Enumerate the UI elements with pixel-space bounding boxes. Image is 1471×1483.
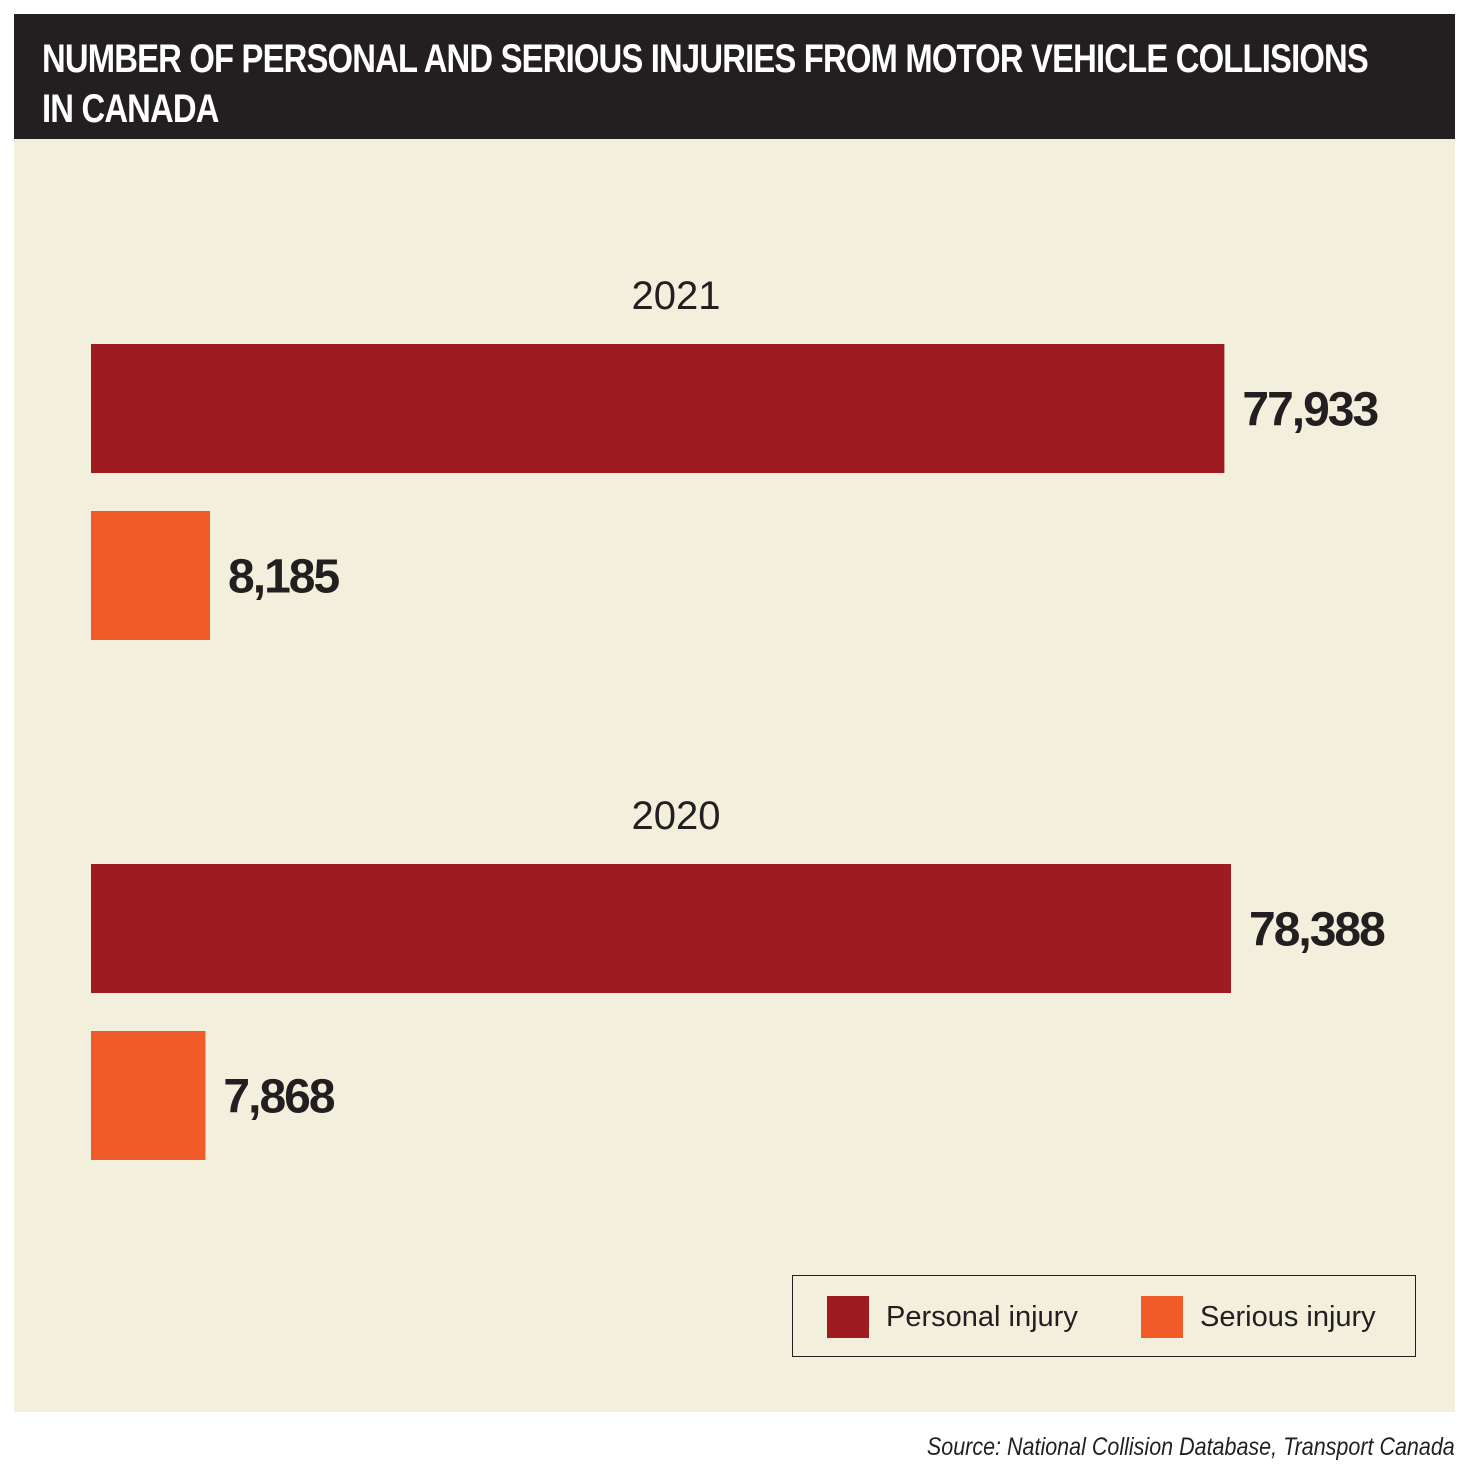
category-label-2021: 2021 xyxy=(632,274,721,318)
legend: Personal injury Serious injury xyxy=(792,1275,1416,1357)
value-label-personal-2020: 78,388 xyxy=(1249,904,1385,957)
bar-serious-2021 xyxy=(91,511,211,640)
chart-panel: 2021 77,933 8,185 2020 78,388 7,868 Personal … xyxy=(14,139,1455,1412)
bar-personal-2021 xyxy=(91,344,1225,473)
source-note: Source: National Collision Database, Tra… xyxy=(927,1433,1455,1461)
legend-swatch-personal xyxy=(827,1296,869,1338)
legend-swatch-serious xyxy=(1141,1296,1183,1338)
bar-serious-2020 xyxy=(91,1031,206,1160)
category-label-2020: 2020 xyxy=(632,794,721,838)
bar-personal-2020 xyxy=(91,864,1231,993)
legend-label-serious: Serious injury xyxy=(1200,1300,1376,1333)
legend-item-serious: Serious injury xyxy=(1141,1296,1376,1338)
value-label-personal-2021: 77,933 xyxy=(1242,384,1377,437)
value-label-serious-2021: 8,185 xyxy=(228,551,339,604)
legend-item-personal: Personal injury xyxy=(827,1296,1078,1338)
bar-chart: 2021 77,933 8,185 2020 78,388 7,868 xyxy=(91,274,1387,1160)
value-label-serious-2020: 7,868 xyxy=(223,1071,334,1124)
chart-title: NUMBER OF PERSONAL AND SERIOUS INJURIES … xyxy=(42,37,1369,131)
legend-label-personal: Personal injury xyxy=(886,1300,1078,1333)
chart-header: NUMBER OF PERSONAL AND SERIOUS INJURIES … xyxy=(14,14,1455,139)
